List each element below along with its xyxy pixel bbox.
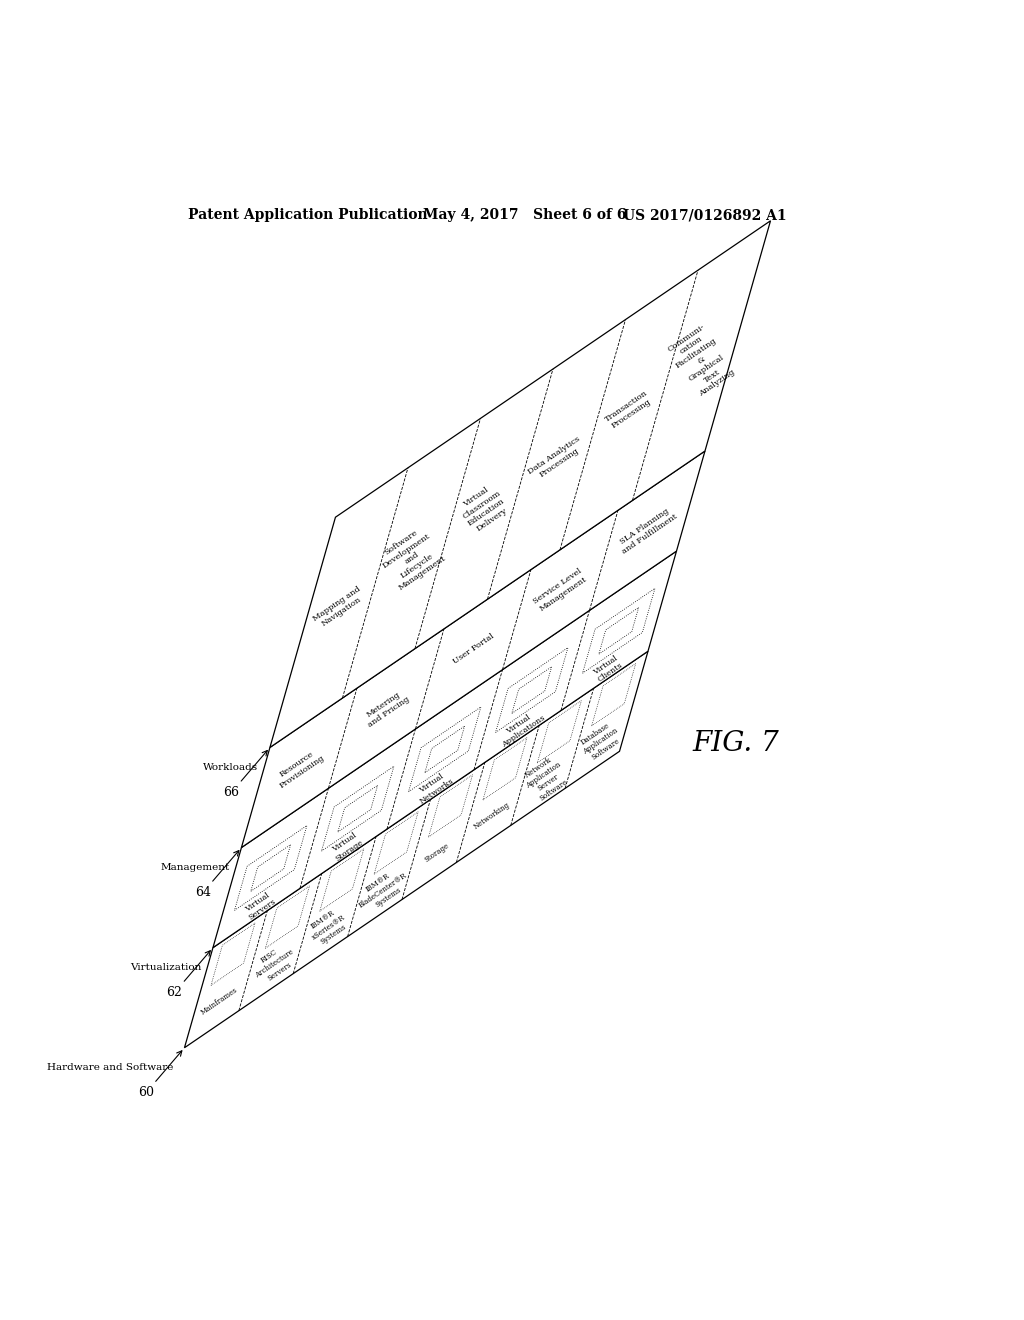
- Text: 64: 64: [195, 850, 239, 899]
- Text: Communi-
cation
Facilitating
&
Graphical
Text
Analyzing: Communi- cation Facilitating & Graphical…: [664, 321, 739, 400]
- Text: IBM®R
BladeCenter®R
Systems: IBM®R BladeCenter®R Systems: [352, 863, 414, 917]
- Text: Virtualization: Virtualization: [130, 964, 202, 972]
- Text: Software
Development
and
Lifecycle
Management: Software Development and Lifecycle Manag…: [376, 524, 447, 593]
- Text: Patent Application Publication: Patent Application Publication: [188, 209, 428, 223]
- Text: May 4, 2017   Sheet 6 of 6: May 4, 2017 Sheet 6 of 6: [423, 209, 627, 223]
- Polygon shape: [483, 738, 527, 800]
- Text: SLA Planning
and Fulfillment: SLA Planning and Fulfillment: [615, 506, 679, 556]
- Text: 60: 60: [138, 1051, 182, 1100]
- Text: Virtual
Networks: Virtual Networks: [413, 770, 455, 805]
- Polygon shape: [322, 767, 394, 851]
- Text: IBM®R
xSeries®R
Systems: IBM®R xSeries®R Systems: [305, 906, 352, 949]
- Polygon shape: [583, 589, 655, 673]
- Text: Virtual
Clients: Virtual Clients: [591, 653, 625, 684]
- Text: Transaction
Processing: Transaction Processing: [603, 389, 654, 432]
- Polygon shape: [184, 651, 648, 1048]
- Polygon shape: [234, 825, 307, 911]
- Text: RISC
Architecture
Servers: RISC Architecture Servers: [248, 941, 300, 987]
- Text: Virtual
Classroom
Education
Delivery: Virtual Classroom Education Delivery: [456, 482, 512, 536]
- Polygon shape: [213, 552, 677, 948]
- Polygon shape: [319, 849, 364, 911]
- Text: Network
Application
Server
Software: Network Application Server Software: [519, 752, 572, 805]
- Text: Hardware and Software: Hardware and Software: [46, 1063, 173, 1072]
- Polygon shape: [409, 708, 481, 792]
- Text: Data Analytics
Processing: Data Analytics Processing: [526, 436, 587, 483]
- Polygon shape: [496, 648, 568, 733]
- Text: Service Level
Management: Service Level Management: [531, 566, 589, 614]
- Polygon shape: [374, 812, 418, 874]
- Polygon shape: [538, 701, 582, 763]
- Text: User Portal: User Portal: [452, 632, 496, 667]
- Polygon shape: [270, 220, 770, 747]
- Text: Virtual
Applications: Virtual Applications: [496, 706, 547, 750]
- Text: Storage: Storage: [423, 842, 451, 865]
- Text: Management: Management: [161, 863, 230, 873]
- Text: Database
Application
Software: Database Application Software: [577, 719, 625, 764]
- Polygon shape: [428, 775, 472, 837]
- Text: 62: 62: [167, 950, 210, 999]
- Text: US 2017/0126892 A1: US 2017/0126892 A1: [624, 209, 787, 223]
- Text: Virtual
Servers: Virtual Servers: [242, 890, 278, 921]
- Text: Resource
Provisioning: Resource Provisioning: [272, 746, 326, 789]
- Polygon shape: [211, 923, 255, 985]
- Text: Virtual
Storage: Virtual Storage: [329, 830, 365, 863]
- Text: Metering
and Pricing: Metering and Pricing: [361, 688, 411, 730]
- Text: Networking: Networking: [472, 801, 511, 832]
- Polygon shape: [242, 451, 705, 847]
- Text: Mainframes: Mainframes: [200, 986, 240, 1016]
- Polygon shape: [592, 664, 636, 726]
- Text: FIG. 7: FIG. 7: [692, 730, 779, 758]
- Text: 66: 66: [223, 751, 267, 799]
- Text: Mapping and
Navigation: Mapping and Navigation: [311, 585, 367, 631]
- Text: Workloads: Workloads: [203, 763, 258, 772]
- Polygon shape: [265, 886, 309, 948]
